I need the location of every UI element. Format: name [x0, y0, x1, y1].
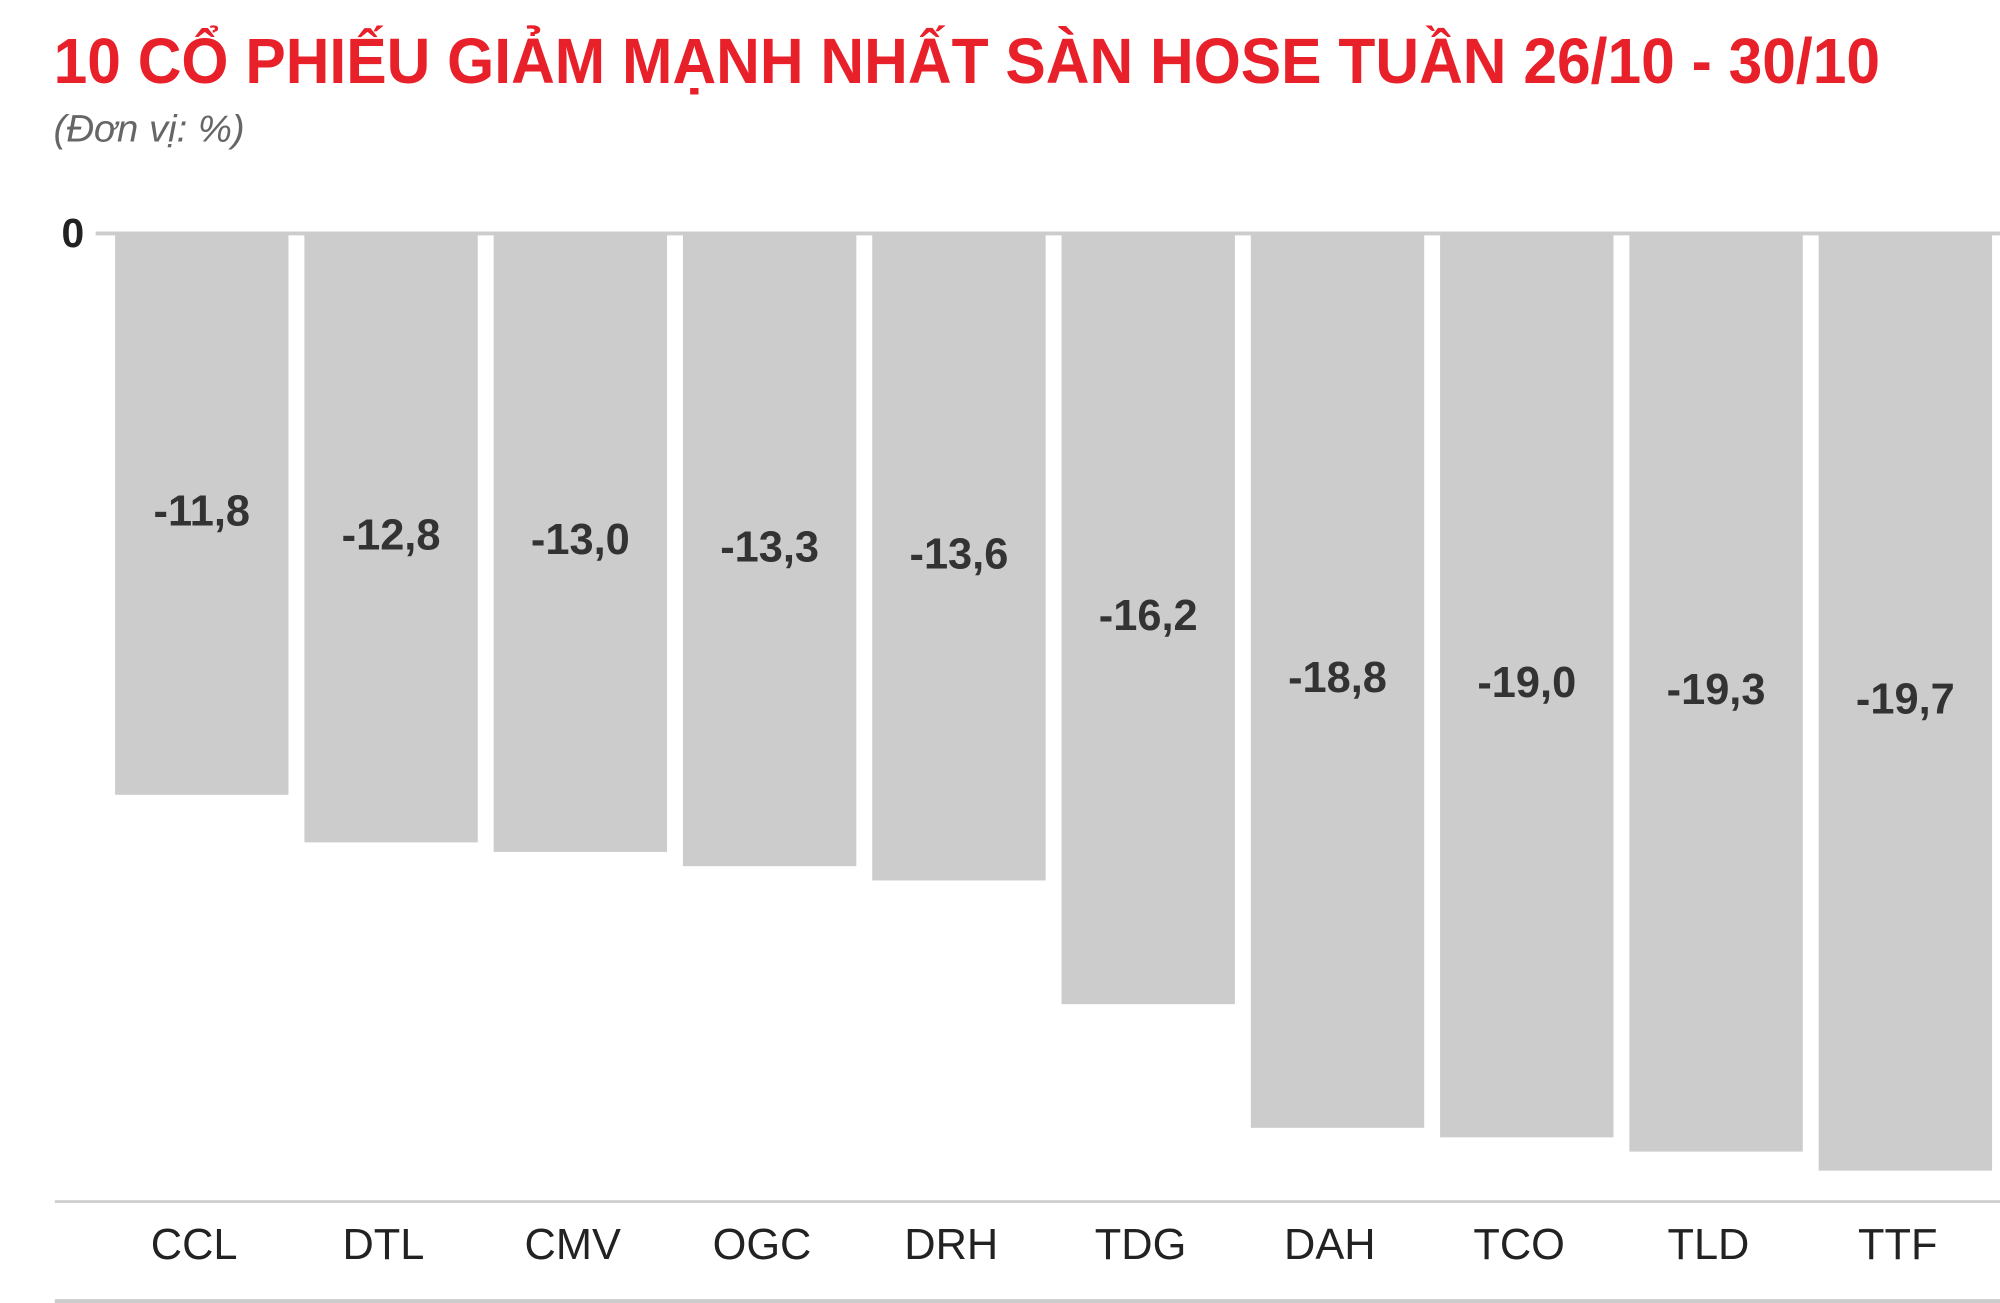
bar — [1818, 233, 1993, 1171]
bar — [682, 233, 857, 867]
bar — [115, 233, 289, 795]
value-label: -13,6 — [910, 530, 1009, 578]
bar — [1250, 233, 1425, 1128]
chart-subtitle: (Đơn vị: %) — [54, 108, 245, 151]
x-tick-label: TLD — [1667, 1221, 1749, 1269]
value-label: -13,0 — [531, 516, 630, 564]
x-tick-label: DTL — [342, 1221, 424, 1269]
value-label: -19,3 — [1667, 666, 1766, 714]
value-label: -16,2 — [1099, 592, 1198, 640]
bar — [304, 233, 478, 843]
value-label: -19,0 — [1477, 659, 1576, 707]
x-tick-label: DAH — [1284, 1221, 1376, 1269]
x-tick-label: TTF — [1858, 1221, 1937, 1269]
bar — [872, 233, 1046, 881]
value-label: -19,7 — [1856, 675, 1955, 723]
bar — [493, 233, 668, 852]
chart-title: 10 CỔ PHIẾU GIẢM MẠNH NHẤT SÀN HOSE TUẦN… — [54, 25, 1881, 97]
x-tick-label: DRH — [904, 1221, 998, 1269]
x-tick-label: TCO — [1473, 1221, 1565, 1269]
bar — [1629, 233, 1803, 1152]
value-label: -12,8 — [342, 511, 441, 559]
value-label: -18,8 — [1288, 654, 1387, 702]
value-label: -11,8 — [154, 488, 250, 536]
bar — [1061, 233, 1235, 1005]
x-tick-label: CCL — [151, 1221, 238, 1269]
y-tick-label: 0 — [61, 210, 84, 256]
x-tick-label: CMV — [525, 1221, 621, 1269]
x-tick-label: TDG — [1095, 1221, 1187, 1269]
bar — [1440, 233, 1614, 1138]
value-label: -13,3 — [720, 523, 819, 571]
x-tick-label: OGC — [713, 1221, 812, 1269]
